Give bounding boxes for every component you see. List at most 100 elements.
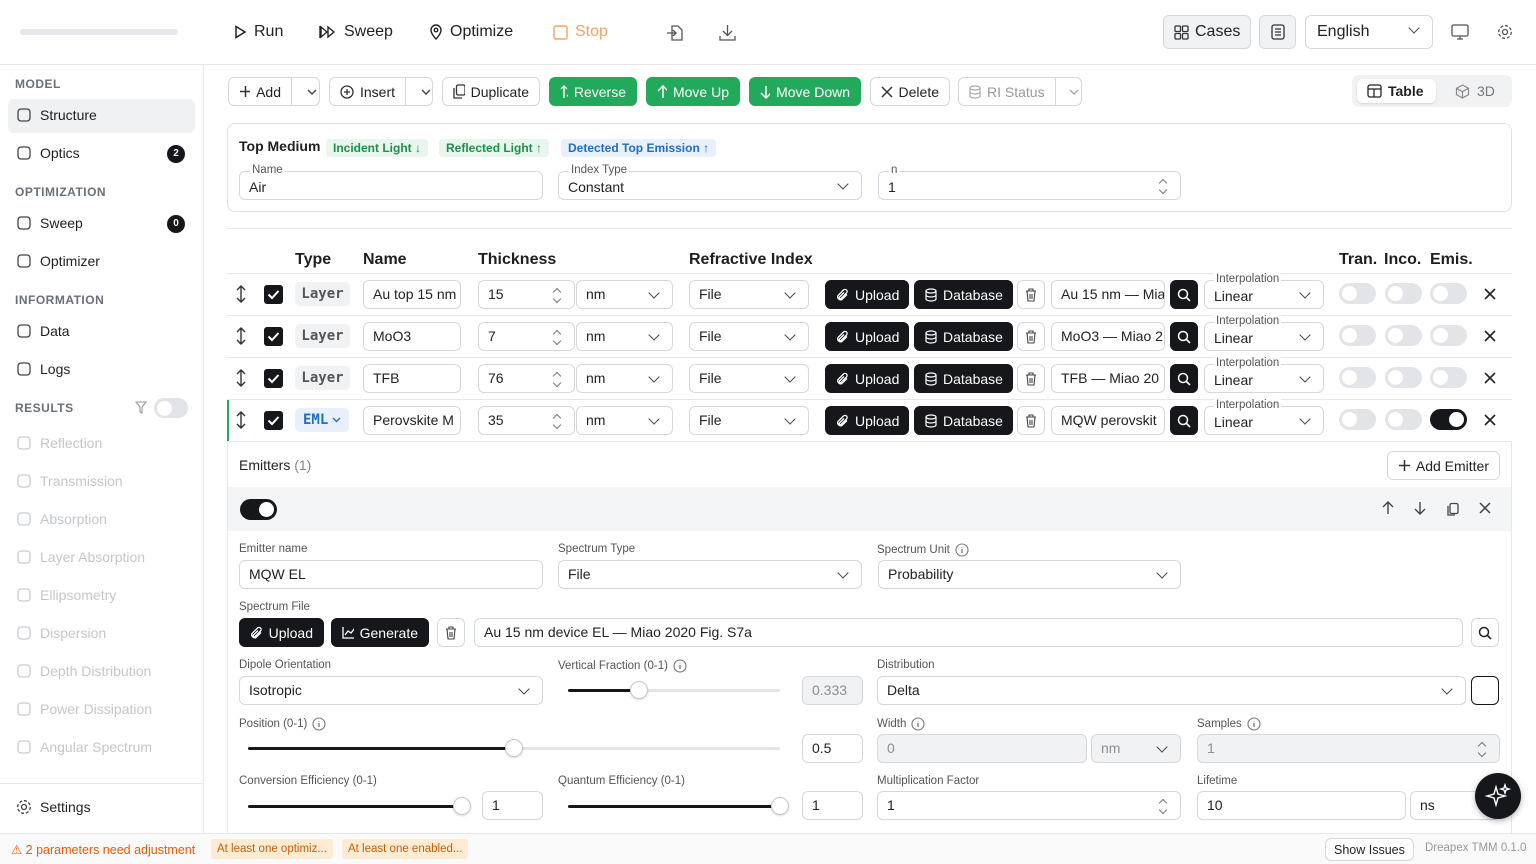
file-input[interactable]: Au 15 nm — Mia [1051, 280, 1165, 309]
slider[interactable] [248, 797, 471, 815]
notes-button[interactable] [1259, 15, 1296, 49]
upload-button[interactable]: Upload [825, 322, 909, 351]
slider-thumb[interactable] [505, 739, 523, 757]
emitter-name-input[interactable]: MQW EL [239, 560, 543, 589]
multiplication-input[interactable]: 1 [877, 791, 1181, 820]
thickness-input[interactable]: 35 [478, 406, 575, 435]
show-issues-button[interactable]: Show Issues [1325, 838, 1414, 861]
type-badge[interactable]: Layer [295, 366, 350, 390]
nav-item[interactable]: Depth Distribution [16, 663, 151, 679]
emis-toggle[interactable] [1430, 367, 1467, 388]
search-button[interactable] [1170, 364, 1198, 393]
inco-toggle[interactable] [1384, 325, 1422, 346]
inco-toggle[interactable] [1384, 409, 1422, 430]
file-input[interactable]: MoO3 — Miao 2 [1051, 322, 1165, 351]
unit-select[interactable]: nm [576, 364, 673, 393]
settings-nav[interactable]: Settings [16, 799, 91, 815]
database-button[interactable]: Database [914, 322, 1013, 351]
issue-chip[interactable]: At least one optimiz... [211, 839, 333, 859]
unit-select[interactable]: nm [576, 322, 673, 351]
nav-item[interactable]: Optimizer [16, 253, 100, 269]
file-input[interactable]: TFB — Miao 20 [1051, 364, 1165, 393]
slider-thumb[interactable] [629, 681, 648, 699]
nav-item[interactable]: Absorption [16, 511, 107, 527]
nav-item[interactable]: Layer Absorption [16, 549, 145, 565]
nav-item[interactable]: Ellipsometry [16, 587, 116, 603]
quantum-input[interactable]: 1 [802, 791, 863, 820]
emis-toggle[interactable] [1430, 283, 1467, 304]
download-icon[interactable] [719, 24, 736, 41]
ri-source-select[interactable]: File [689, 280, 809, 309]
add-button[interactable]: Add [228, 77, 320, 106]
type-badge[interactable]: Layer [295, 282, 350, 306]
sweep-button[interactable]: Sweep [319, 21, 393, 43]
issue-chip[interactable]: At least one enabled... [342, 839, 469, 859]
nav-item[interactable]: Reflection [16, 435, 102, 451]
nav-item[interactable]: Optics [16, 145, 80, 161]
language-select[interactable]: English [1305, 15, 1433, 49]
nav-item[interactable]: Logs [16, 361, 70, 377]
3d-view-button[interactable]: 3D [1455, 83, 1495, 99]
slider-thumb[interactable] [453, 797, 471, 815]
thickness-input[interactable]: 7 [478, 322, 575, 351]
optimize-button[interactable]: Optimize [429, 21, 513, 43]
table-view-button[interactable]: Table [1357, 79, 1436, 103]
ri-source-select[interactable]: File [689, 322, 809, 351]
search-button[interactable] [1170, 322, 1198, 351]
nav-item[interactable]: Dispersion [16, 625, 106, 641]
type-badge[interactable]: Layer [295, 324, 350, 348]
database-button[interactable]: Database [914, 364, 1013, 393]
display-icon[interactable] [1451, 24, 1469, 40]
slider-thumb[interactable] [771, 797, 789, 815]
reverse-button[interactable]: Reverse [549, 77, 637, 106]
move-up-button[interactable]: Move Up [646, 77, 740, 106]
upload-button[interactable]: Upload [825, 280, 909, 309]
inco-toggle[interactable] [1384, 283, 1422, 304]
nav-item[interactable]: Transmission [16, 473, 123, 489]
emitter-toggle[interactable] [240, 499, 277, 520]
position-input[interactable]: 0.5 [802, 734, 863, 763]
ri-status-button[interactable]: RI Status [958, 77, 1082, 106]
type-badge[interactable]: EML [295, 408, 350, 432]
n-input[interactable]: 1 [878, 171, 1181, 200]
clear-button[interactable] [1017, 406, 1045, 435]
name-input[interactable]: Air [239, 171, 543, 200]
thickness-input[interactable]: 15 [478, 280, 575, 309]
ri-source-select[interactable]: File [689, 364, 809, 393]
duplicate-button[interactable]: Duplicate [442, 77, 540, 106]
move-down-button[interactable]: Move Down [749, 77, 861, 106]
clear-button[interactable] [1017, 364, 1045, 393]
spectrum-unit-select[interactable]: Probability [878, 560, 1181, 589]
ri-source-select[interactable]: File [689, 406, 809, 435]
search-button[interactable] [1471, 676, 1499, 705]
vertical-fraction-input[interactable]: 0.333 [802, 676, 863, 705]
emis-toggle[interactable] [1430, 325, 1467, 346]
distribution-select[interactable]: Delta [877, 676, 1466, 705]
search-button[interactable] [1170, 406, 1198, 435]
upload-button[interactable]: Upload [825, 364, 909, 393]
import-icon[interactable] [666, 24, 684, 41]
file-input[interactable]: MQW perovskit [1051, 406, 1165, 435]
clear-button[interactable] [1017, 280, 1045, 309]
name-input[interactable]: TFB [363, 364, 461, 393]
database-button[interactable]: Database [914, 280, 1013, 309]
upload-button[interactable]: Upload [239, 618, 324, 647]
slider[interactable] [568, 797, 789, 815]
nav-item[interactable]: Angular Spectrum [16, 739, 152, 755]
tran-toggle[interactable] [1339, 409, 1376, 430]
settings-icon[interactable] [1497, 24, 1513, 40]
unit-select[interactable]: nm [576, 406, 673, 435]
search-button[interactable] [1170, 280, 1198, 309]
conversion-input[interactable]: 1 [482, 791, 543, 820]
assistant-button[interactable] [1475, 773, 1521, 819]
results-toggle[interactable] [154, 398, 188, 418]
nav-item[interactable]: Power Dissipation [16, 701, 152, 717]
cases-button[interactable]: Cases [1163, 15, 1252, 49]
tran-toggle[interactable] [1339, 325, 1376, 346]
upload-button[interactable]: Upload [825, 406, 909, 435]
width-input[interactable]: 0 [877, 734, 1087, 763]
delete-button[interactable]: Delete [870, 77, 950, 106]
nav-item[interactable]: Sweep [16, 215, 83, 231]
run-button[interactable]: Run [233, 21, 283, 43]
nav-item[interactable]: Data [16, 323, 70, 339]
